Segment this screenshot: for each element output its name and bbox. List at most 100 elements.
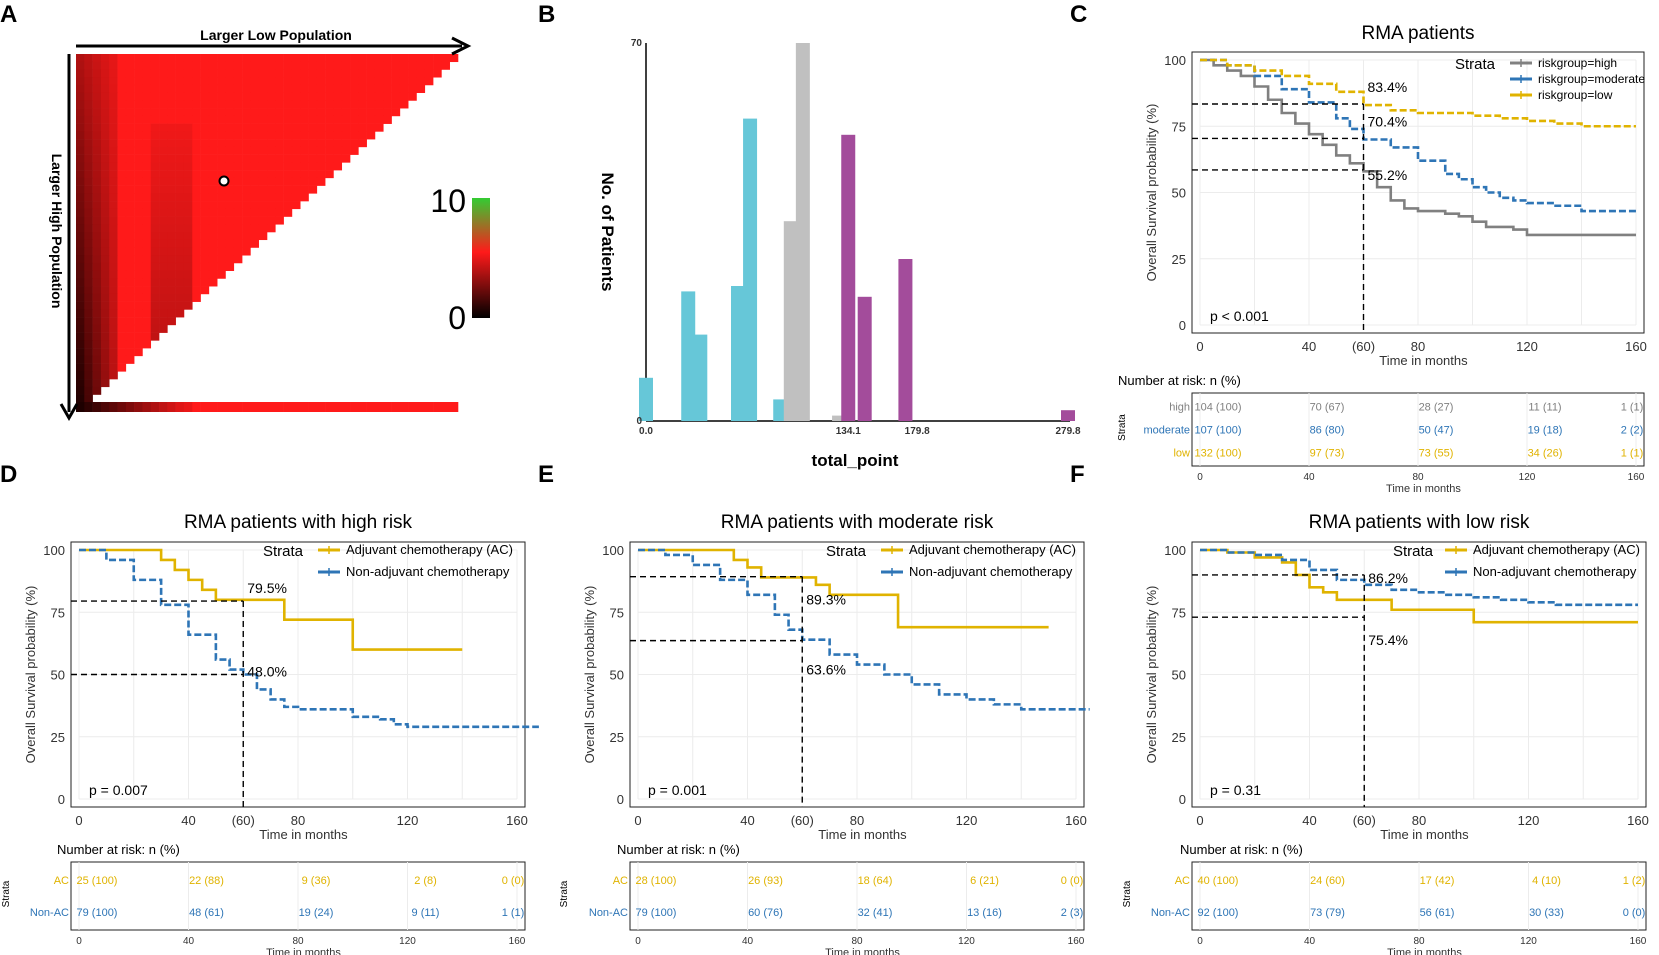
heatmap-cell xyxy=(192,239,201,248)
risk-cell: 50 (47) xyxy=(1419,425,1454,437)
heatmap-cell xyxy=(325,146,334,155)
plot-frame xyxy=(1191,541,1647,808)
heatmap-cell xyxy=(275,115,284,124)
heatmap-cell xyxy=(399,61,409,70)
y-tick-label: 0 xyxy=(1179,318,1186,333)
heatmap-cell xyxy=(167,309,176,318)
heatmap-cell xyxy=(233,54,243,63)
heatmap-cell xyxy=(84,61,93,70)
heatmap-cell xyxy=(325,54,334,63)
heatmap-cell xyxy=(84,146,93,155)
heatmap-strip-cell xyxy=(325,402,334,412)
heatmap-cell xyxy=(399,54,409,63)
y-tick-label: 100 xyxy=(1164,53,1186,68)
heatmap-cell xyxy=(383,100,392,109)
heatmap-cell xyxy=(167,185,176,194)
heatmap-cell xyxy=(167,193,176,202)
heatmap-cell xyxy=(167,208,176,217)
heatmap-strip-cell xyxy=(192,402,201,412)
heatmap-cell xyxy=(242,216,251,225)
heatmap-cell xyxy=(125,255,135,264)
heatmap-cell xyxy=(167,262,176,271)
heatmap-cell xyxy=(350,123,359,132)
heatmap-cell xyxy=(100,84,110,93)
heatmap-cell xyxy=(92,255,102,264)
heatmap-cell xyxy=(76,332,85,341)
heatmap-cell xyxy=(125,224,135,233)
heatmap-cell xyxy=(167,247,176,256)
heatmap-cell xyxy=(100,77,110,86)
panel-label-a: A xyxy=(0,1,17,28)
heatmap-cell xyxy=(117,216,127,225)
heatmap-cell xyxy=(300,84,309,93)
y-tick-label: 25 xyxy=(1172,730,1186,745)
heatmap-cell xyxy=(200,278,210,287)
heatmap-cell xyxy=(192,92,201,101)
heatmap-cell xyxy=(233,216,243,225)
y-axis-title: No. of Patients xyxy=(598,172,617,291)
heatmap-cell xyxy=(84,177,93,186)
heatmap-cell xyxy=(134,177,143,186)
heatmap-strip-cell xyxy=(250,402,259,412)
risk-cell: 22 (88) xyxy=(189,875,224,887)
heatmap-cell xyxy=(267,61,276,70)
heatmap-cell xyxy=(416,77,426,86)
heatmap-cell xyxy=(142,69,152,78)
heatmap-cell xyxy=(100,139,110,148)
heatmap-cell xyxy=(192,255,201,264)
heatmap-cell xyxy=(109,355,118,364)
heatmap-cell xyxy=(192,262,201,271)
heatmap-cell xyxy=(192,108,201,117)
heatmap-cell xyxy=(233,208,243,217)
heatmap-cell xyxy=(142,170,152,179)
risk-table-x-tick: 40 xyxy=(183,936,195,947)
heatmap-cell xyxy=(291,54,301,63)
risk-cell: 6 (21) xyxy=(970,875,999,887)
heatmap-cell xyxy=(192,201,201,210)
heatmap-cell xyxy=(117,324,127,333)
survival-curve-nonac xyxy=(1200,548,1638,607)
heatmap-cell xyxy=(275,100,284,109)
heatmap-cell xyxy=(208,278,218,287)
heatmap-cell xyxy=(217,193,226,202)
heatmap-cell xyxy=(341,115,351,124)
x-axis-title: Time in months xyxy=(1379,353,1468,368)
heatmap-strip-cell xyxy=(109,402,118,412)
heatmap-cell xyxy=(167,154,176,163)
heatmap-cell xyxy=(217,262,226,271)
heatmap-cell xyxy=(84,301,93,310)
heatmap-cell xyxy=(117,170,127,179)
heatmap-cell xyxy=(233,255,243,264)
risk-cell: 26 (93) xyxy=(748,875,783,887)
heatmap-strip-cell xyxy=(433,402,442,412)
heatmap-strip-cell xyxy=(416,402,426,412)
heatmap-cell xyxy=(183,177,193,186)
heatmap-cell xyxy=(325,139,334,148)
heatmap-cell xyxy=(109,185,118,194)
heatmap-cell xyxy=(300,185,309,194)
bar-moderate xyxy=(795,43,810,421)
heatmap-cell xyxy=(325,108,334,117)
heatmap-cell xyxy=(200,154,210,163)
heatmap-cell xyxy=(374,123,384,132)
heatmap-cell xyxy=(192,123,201,132)
heatmap-cell xyxy=(275,61,284,70)
heatmap-cell xyxy=(192,232,201,241)
heatmap-cell xyxy=(142,309,152,318)
heatmap-cell xyxy=(125,317,135,326)
y-tick-label: 75 xyxy=(1172,119,1186,134)
risk-table-strata-label: Strata xyxy=(559,880,570,907)
heatmap-cell xyxy=(84,324,93,333)
heatmap-cell xyxy=(159,170,168,179)
heatmap-cell xyxy=(92,293,102,302)
heatmap-cell xyxy=(200,286,210,295)
risk-cell: 86 (80) xyxy=(1310,425,1345,437)
heatmap-cell xyxy=(175,92,185,101)
heatmap-cell xyxy=(242,185,251,194)
y-axis-title: Overall Survival probability (%) xyxy=(23,586,38,764)
heatmap-cell xyxy=(358,131,367,140)
heatmap-cell xyxy=(175,232,185,241)
heatmap-cell xyxy=(350,131,359,140)
risk-cell: 79 (100) xyxy=(77,907,118,919)
heatmap-cell xyxy=(134,324,143,333)
